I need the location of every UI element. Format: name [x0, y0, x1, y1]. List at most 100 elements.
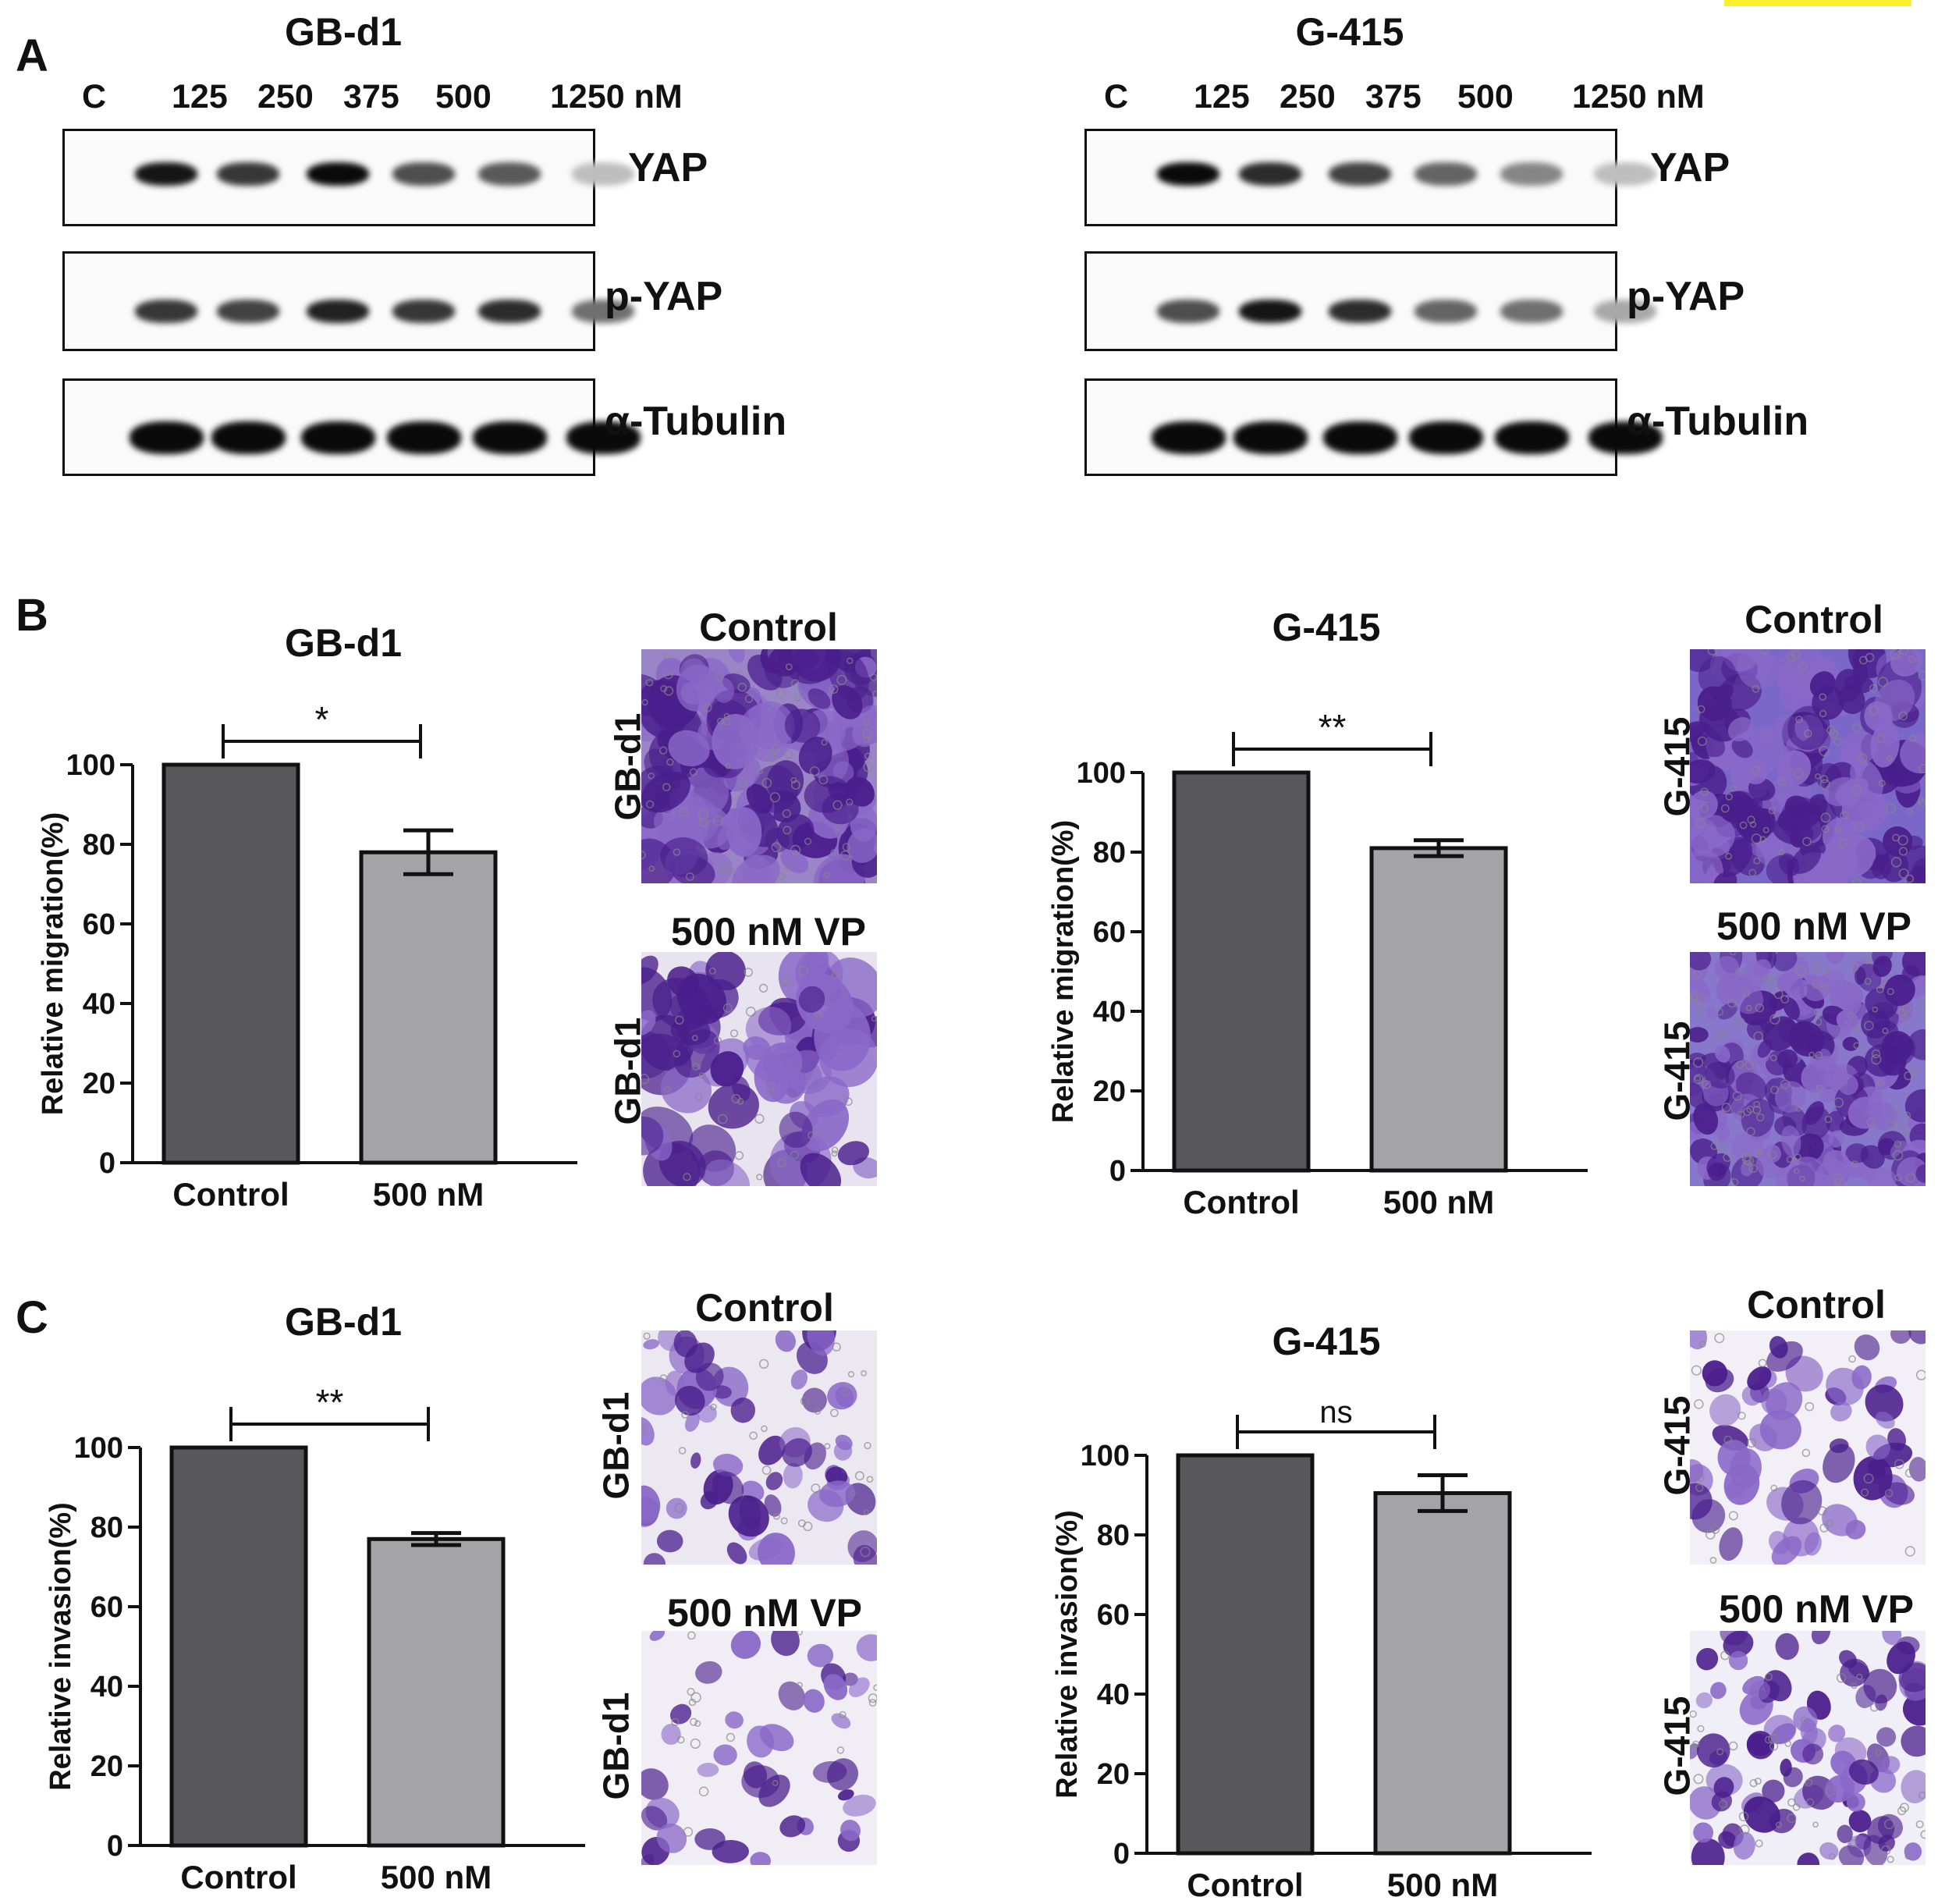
- stained-cell: [1775, 1632, 1799, 1661]
- membrane-pore: [1853, 1042, 1861, 1050]
- membrane-pore: [1730, 785, 1737, 792]
- bar-500nm: [359, 850, 498, 1165]
- y-tick-label: 0: [99, 1147, 115, 1180]
- membrane-pore: [790, 776, 797, 783]
- membrane-pore: [1695, 817, 1706, 828]
- blot-band: [135, 162, 197, 186]
- membrane-pore: [1819, 745, 1830, 757]
- membrane-pore: [1754, 1778, 1762, 1785]
- stained-cell: [1901, 952, 1926, 977]
- membrane-pore: [641, 851, 646, 860]
- membrane-pore: [1744, 1060, 1755, 1070]
- membrane-pore: [1894, 1174, 1902, 1181]
- blot-band: [129, 421, 204, 454]
- membrane-pore: [1762, 974, 1773, 984]
- y-tick-label: 20: [1093, 1075, 1126, 1108]
- membrane-pore: [756, 1174, 763, 1181]
- membrane-pore: [1793, 768, 1804, 779]
- stained-cell: [1865, 1384, 1904, 1422]
- stained-cell: [1845, 1519, 1866, 1540]
- membrane-pore: [1825, 1786, 1836, 1796]
- lane-label: 1250 nM: [550, 78, 683, 115]
- stained-cell: [660, 837, 708, 877]
- membrane-pore: [1901, 1014, 1908, 1021]
- membrane-pore: [1918, 764, 1926, 773]
- x-tick-label: Control: [180, 1859, 296, 1895]
- membrane-pore: [1741, 1152, 1752, 1162]
- membrane-pore: [836, 674, 847, 685]
- membrane-pore: [1773, 989, 1784, 1000]
- blot-band: [1414, 300, 1477, 323]
- lane-label: 125: [1194, 78, 1250, 115]
- membrane-pore: [1764, 1672, 1773, 1682]
- membrane-pore: [780, 1517, 788, 1525]
- bar-chart-b-gb-d1: 0 20 40 60 80 100 Relative migration(%) Control…: [37, 699, 577, 1213]
- membrane-pore: [1728, 1511, 1738, 1521]
- blot-band: [386, 421, 461, 454]
- blot-band: [572, 300, 634, 323]
- y-tick-label: 0: [107, 1830, 123, 1863]
- stained-cell: [1840, 1658, 1869, 1687]
- blot-band: [1233, 421, 1308, 454]
- stained-cell: [643, 1553, 666, 1565]
- micro-b-right-side-2: G-415: [1656, 1021, 1698, 1121]
- membrane-pore: [761, 1425, 768, 1433]
- membrane-pore: [1791, 649, 1801, 660]
- membrane-pore: [1894, 1119, 1901, 1125]
- membrane-pore: [1898, 847, 1908, 856]
- membrane-pore: [779, 976, 790, 986]
- bar-chart-c-gb-d1: 0 20 40 60 80 100 Relative invasion(%) Control 5…: [44, 1382, 585, 1895]
- membrane-pore: [1710, 1142, 1719, 1150]
- membrane-pore: [1732, 1091, 1742, 1101]
- y-tick-label: 40: [1093, 996, 1126, 1028]
- membrane-pore: [690, 1692, 701, 1703]
- membrane-pore: [1894, 1140, 1902, 1149]
- stained-cell: [826, 1758, 859, 1791]
- membrane-pore: [1769, 1014, 1780, 1025]
- membrane-pore: [1884, 1489, 1894, 1497]
- membrane-pore: [1851, 878, 1862, 883]
- stained-cell: [695, 1661, 722, 1684]
- membrane-pore: [1872, 1006, 1879, 1013]
- membrane-pore: [725, 762, 731, 769]
- membrane-pore: [1821, 984, 1829, 991]
- stained-cell: [1781, 1480, 1823, 1525]
- stained-cell: [835, 1434, 853, 1451]
- membrane-pore: [863, 736, 871, 743]
- stained-cell: [1851, 1365, 1872, 1390]
- membrane-pore: [804, 837, 812, 845]
- stained-cell: [1866, 1167, 1897, 1186]
- membrane-pore: [1897, 835, 1908, 846]
- bar-500nm: [1373, 1490, 1512, 1856]
- stained-cell: [1690, 1786, 1722, 1820]
- stained-cell: [798, 986, 825, 1013]
- bar-control: [162, 762, 300, 1165]
- blot-band: [307, 162, 369, 186]
- membrane-pore: [1737, 1412, 1746, 1420]
- stained-cell: [1733, 1831, 1755, 1860]
- membrane-pore: [836, 1746, 845, 1754]
- stained-cell: [1904, 1089, 1926, 1123]
- membrane-pore: [761, 1465, 772, 1475]
- stained-cell: [1731, 738, 1753, 758]
- y-tick-label: 20: [1097, 1758, 1130, 1791]
- membrane-pore: [1696, 1005, 1704, 1013]
- membrane-pore: [1795, 1106, 1801, 1112]
- blot-band: [135, 300, 197, 323]
- membrane-pore: [1768, 807, 1776, 815]
- micro-c-left-control-title: Control: [695, 1286, 834, 1330]
- micro-b-right-treated-title: 500 nM VP: [1716, 904, 1912, 948]
- y-tick-label: 100: [66, 749, 115, 782]
- stained-cell: [847, 828, 877, 863]
- blot-band: [1408, 421, 1483, 454]
- membrane-pore: [1819, 693, 1826, 701]
- membrane-pore: [771, 842, 782, 853]
- membrane-pore: [846, 798, 854, 806]
- membrane-pore: [777, 1158, 786, 1167]
- membrane-pore: [754, 1114, 765, 1124]
- stained-cell: [1791, 844, 1822, 874]
- membrane-pore: [1692, 970, 1702, 979]
- stained-cell: [1757, 1039, 1773, 1058]
- stained-cell: [1858, 800, 1884, 823]
- stained-cell: [1705, 1061, 1735, 1089]
